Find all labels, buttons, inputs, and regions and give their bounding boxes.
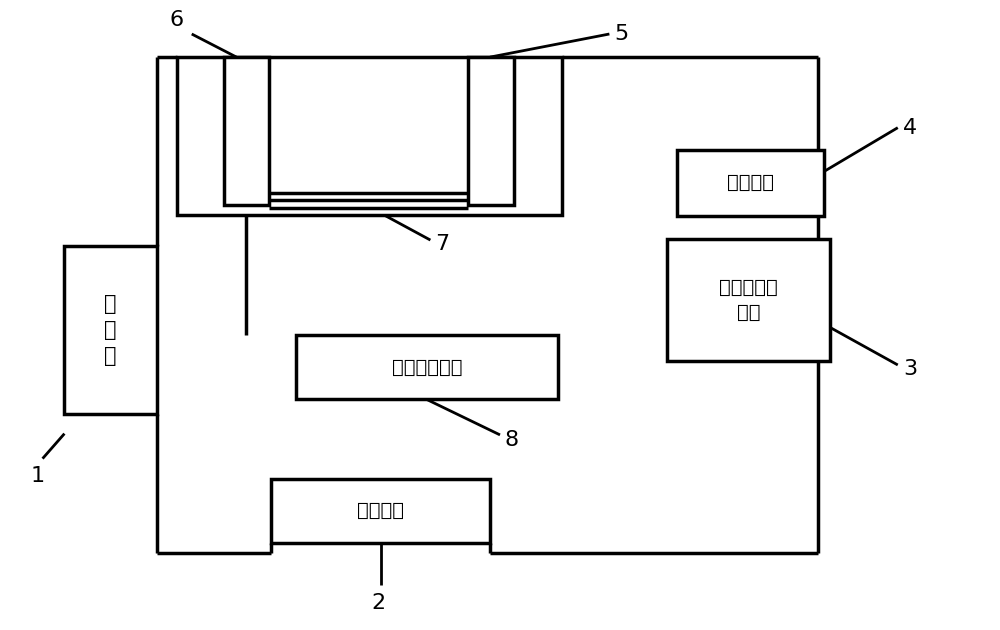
Bar <box>667 239 830 361</box>
Text: 散
热
器: 散 热 器 <box>104 294 117 367</box>
Text: 电子水泵: 电子水泵 <box>357 501 404 520</box>
Text: 电机水套: 电机水套 <box>727 173 774 192</box>
Bar <box>271 479 490 543</box>
Text: 电机控制器
水套: 电机控制器 水套 <box>719 278 778 322</box>
Text: 6: 6 <box>170 9 184 30</box>
Text: 4: 4 <box>903 118 917 138</box>
Text: 远程控制装置: 远程控制装置 <box>392 358 462 377</box>
Text: 5: 5 <box>614 24 629 44</box>
Bar <box>177 57 562 215</box>
Text: 8: 8 <box>505 430 519 450</box>
Bar <box>677 149 824 215</box>
Bar <box>296 335 558 399</box>
Bar <box>468 57 514 205</box>
Bar <box>64 246 157 415</box>
Text: 1: 1 <box>31 466 45 486</box>
Text: 7: 7 <box>435 234 449 255</box>
Bar <box>224 57 269 205</box>
Text: 3: 3 <box>903 359 917 379</box>
Text: 2: 2 <box>372 593 386 613</box>
